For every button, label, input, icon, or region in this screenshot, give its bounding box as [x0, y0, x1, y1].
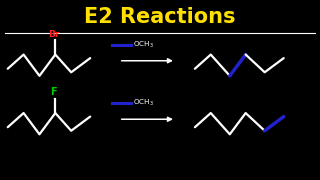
- Text: Br: Br: [48, 30, 60, 39]
- Text: E2 Reactions: E2 Reactions: [84, 7, 236, 27]
- Text: $\mathregular{OCH_3}$: $\mathregular{OCH_3}$: [133, 98, 154, 108]
- Text: F: F: [51, 87, 57, 97]
- Text: $\mathregular{OCH_3}$: $\mathregular{OCH_3}$: [133, 40, 154, 50]
